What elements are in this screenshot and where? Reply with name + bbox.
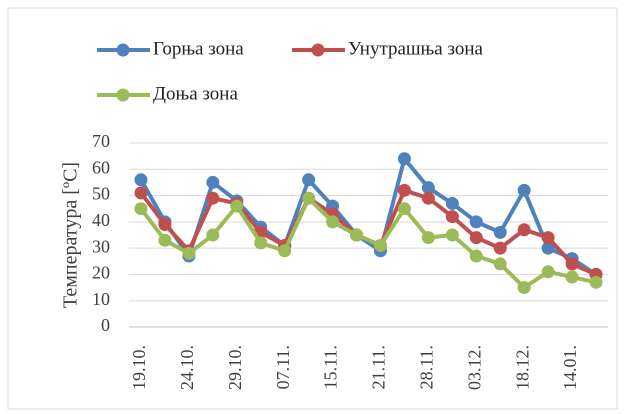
x-tick-label: 19.10. [129, 345, 149, 390]
data-point [493, 241, 507, 255]
x-tick-label: 18.12. [512, 345, 532, 390]
data-point [469, 231, 483, 245]
legend-marker [116, 88, 130, 102]
x-tick-label: 15.11. [321, 345, 341, 389]
y-tick-label: 0 [101, 315, 110, 335]
data-point [445, 228, 459, 242]
data-point [134, 186, 148, 200]
data-point [541, 231, 555, 245]
x-tick-label: 28.11. [417, 345, 437, 389]
x-tick-label: 21.11. [369, 345, 389, 389]
legend-marker [116, 43, 130, 57]
y-tick-label: 30 [92, 236, 110, 256]
data-point [397, 183, 411, 197]
data-point [397, 152, 411, 166]
data-point [206, 228, 220, 242]
y-tick-label: 70 [92, 131, 110, 151]
data-point [182, 246, 196, 260]
data-point [445, 210, 459, 224]
y-axis-title: Температура [ºC] [60, 162, 82, 308]
data-point [158, 233, 172, 247]
data-point [230, 199, 244, 213]
data-point [421, 191, 435, 205]
data-point [517, 183, 531, 197]
y-tick-label: 60 [92, 157, 110, 177]
data-point [373, 239, 387, 253]
data-point [254, 236, 268, 250]
x-tick-label: 07.11. [273, 345, 293, 389]
x-tick-label: 03.12. [464, 345, 484, 390]
data-point [278, 244, 292, 258]
y-tick-label: 40 [92, 210, 110, 230]
data-point [134, 173, 148, 187]
data-point [326, 215, 340, 229]
y-tick-label: 50 [92, 184, 110, 204]
data-point [206, 191, 220, 205]
data-point [589, 275, 603, 289]
data-point [421, 181, 435, 195]
data-point [134, 202, 148, 216]
data-point [565, 257, 579, 271]
data-point [565, 270, 579, 284]
y-tick-label: 10 [92, 289, 110, 309]
data-point [445, 196, 459, 210]
legend-label: Доња зона [153, 83, 238, 104]
legend-label: Горња зона [153, 38, 244, 59]
legend: Горња зона Унутрашња зона Доња зона [97, 38, 484, 104]
data-point [493, 257, 507, 271]
legend-label: Унутрашња зона [348, 38, 484, 59]
data-point [541, 265, 555, 279]
data-point [493, 225, 507, 239]
x-tick-label: 29.10. [225, 345, 245, 390]
x-tick-label: 24.10. [177, 345, 197, 390]
data-point [421, 231, 435, 245]
data-point [302, 191, 316, 205]
data-point [206, 175, 220, 189]
data-point [517, 281, 531, 295]
data-point [397, 202, 411, 216]
legend-marker [311, 43, 325, 57]
data-point [350, 228, 364, 242]
data-point [541, 241, 555, 255]
y-tick-label: 20 [92, 263, 110, 283]
data-point [469, 249, 483, 263]
x-tick-label: 14.01. [560, 345, 580, 390]
data-point [302, 173, 316, 187]
data-point [158, 217, 172, 231]
data-point [469, 215, 483, 229]
data-point [517, 223, 531, 237]
